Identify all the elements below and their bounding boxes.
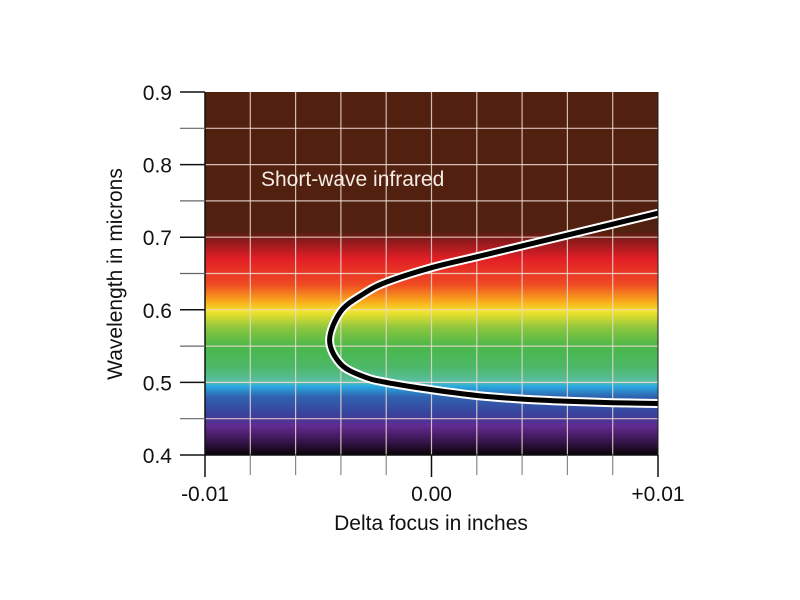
y-tick-label: 0.7 bbox=[143, 227, 172, 250]
y-tick-label: 0.6 bbox=[143, 300, 172, 323]
x-tick-label: 0.00 bbox=[411, 483, 452, 506]
y-tick-label: 0.8 bbox=[143, 155, 172, 178]
focus-curve bbox=[325, 208, 660, 408]
x-tick-label: -0.01 bbox=[181, 483, 229, 506]
x-tick-label: +0.01 bbox=[631, 483, 684, 506]
plot-area bbox=[205, 92, 660, 455]
x-axis-title: Delta focus in inches bbox=[334, 512, 528, 535]
y-tick-label: 0.9 bbox=[143, 82, 172, 105]
y-axis-title: Wavelength in microns bbox=[104, 168, 127, 380]
annotation-short-wave-infrared: Short-wave infrared bbox=[261, 168, 444, 191]
grid-lines bbox=[205, 92, 658, 455]
curve-line bbox=[327, 210, 659, 406]
y-tick-label: 0.4 bbox=[143, 445, 173, 468]
axes: -0.01 0.00 +0.01 0.4 0.5 0.6 0.7 0.8 0.9 bbox=[143, 82, 685, 506]
y-tick-label: 0.5 bbox=[143, 372, 172, 395]
